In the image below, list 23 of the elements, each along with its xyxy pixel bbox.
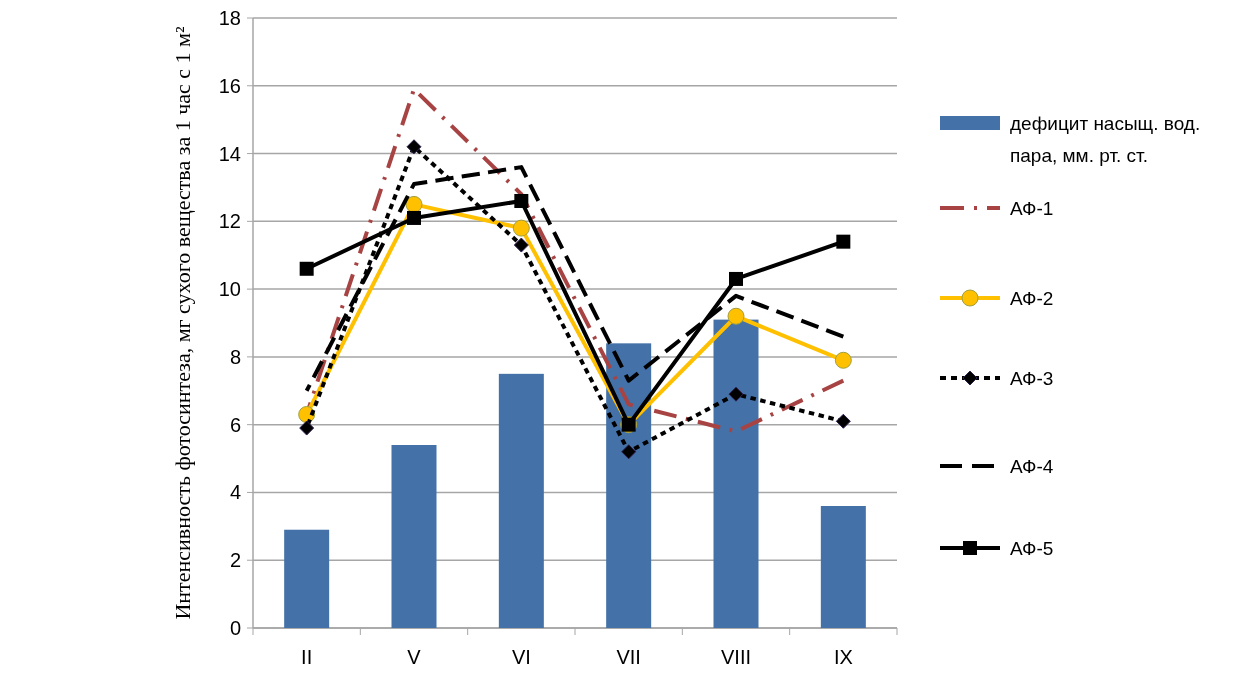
legend-label: АФ-3 [1010, 367, 1054, 389]
x-tick-label: V [407, 646, 422, 668]
y-tick-label: 10 [218, 278, 241, 301]
legend-label: АФ-1 [1010, 197, 1054, 219]
legend-label: АФ-5 [1010, 537, 1054, 559]
y-tick-label: 6 [229, 413, 241, 436]
y-tick-label: 18 [218, 7, 241, 29]
x-tick-label: VII [616, 646, 641, 668]
legend-label: АФ-2 [1010, 287, 1054, 309]
x-tick-label: VI [511, 646, 531, 668]
x-tick-label: IX [833, 646, 853, 668]
y-tick-label: 0 [229, 617, 241, 639]
y-tick-label: 8 [229, 345, 241, 368]
y-axis-title: Интенсивность фотосинтеза, мг сухого вещества за 1 час с 1 м² [170, 26, 195, 620]
legend-label: дефицит насыщ. вод. пара, мм. рт. ст. [1010, 112, 1201, 166]
x-tick-label: VIII [720, 646, 752, 668]
y-tick-label: 14 [218, 142, 241, 165]
y-tick-label: 2 [229, 549, 241, 572]
y-tick-label: 4 [229, 481, 241, 504]
x-tick-label: II [301, 646, 313, 668]
y-tick-label: 12 [218, 210, 241, 233]
legend-label: АФ-4 [1010, 455, 1054, 477]
y-tick-label: 16 [218, 74, 241, 97]
